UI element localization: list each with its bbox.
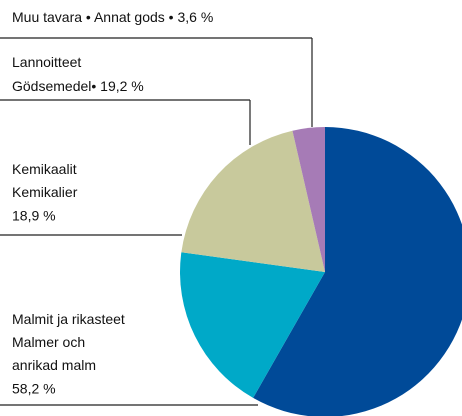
slice-label: Malmer och	[12, 334, 85, 350]
value-label: 3,6 %	[177, 9, 213, 25]
pie-slice	[181, 130, 325, 272]
slice-label: Malmit ja rikasteet	[12, 311, 125, 327]
slice-label-line: Malmit ja rikasteet	[12, 311, 125, 327]
pie-slice	[292, 127, 325, 272]
slice-label: Kemikalier	[12, 184, 78, 200]
slice-label: Lannoitteet	[12, 54, 81, 70]
slice-label-line: Kemikalier	[12, 184, 78, 200]
pie-slice	[253, 127, 462, 416]
slice-label: Kemikaalit	[12, 161, 77, 177]
slice-label-line: Kemikaalit	[12, 161, 77, 177]
slice-label: Muu tavara • Annat gods • 3,6 %	[12, 9, 213, 25]
slice-label-line: Muu tavara • Annat gods •	[12, 9, 174, 25]
slice-label-line: Gödsemedel•	[12, 78, 96, 94]
value-label: 58,2 %	[12, 381, 56, 397]
slice-label: anrikad malm	[12, 357, 96, 373]
value-label: 19,2 %	[100, 78, 144, 94]
slice-label: Gödsemedel• 19,2 %	[12, 78, 144, 94]
slice-label-line: anrikad malm	[12, 357, 96, 373]
slice-label-line: Malmer och	[12, 334, 85, 350]
value-label: 18,9 %	[12, 208, 56, 224]
pie-slice	[179, 252, 325, 398]
slice-label-line: Lannoitteet	[12, 54, 81, 70]
